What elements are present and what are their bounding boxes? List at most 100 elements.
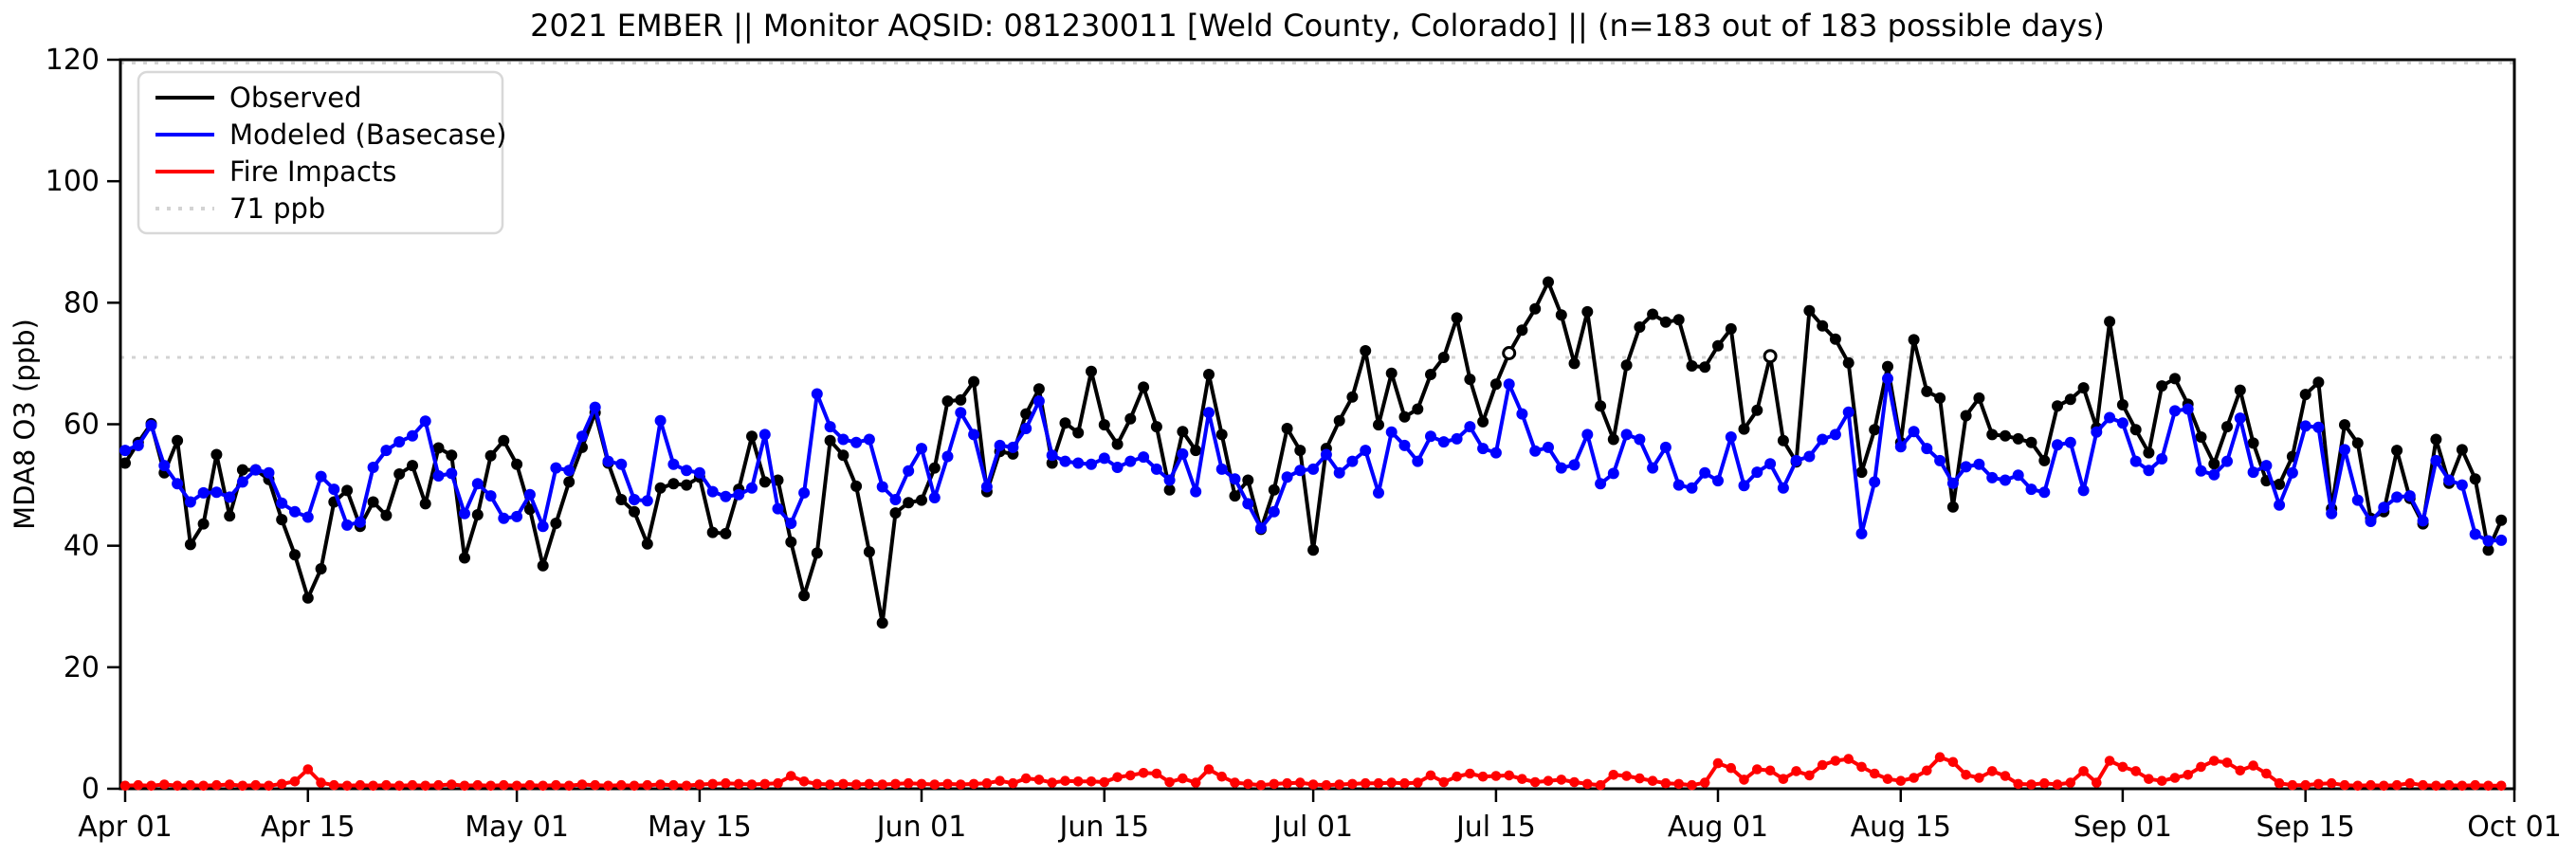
data-point	[184, 538, 196, 551]
data-point	[1739, 775, 1749, 785]
data-point	[603, 780, 613, 792]
data-point	[629, 505, 640, 518]
data-point	[2339, 444, 2350, 456]
data-point	[980, 481, 993, 493]
data-point	[302, 764, 314, 775]
data-point	[1659, 441, 1672, 453]
data-point	[1895, 775, 1907, 786]
data-point	[1855, 527, 1868, 539]
data-point	[355, 779, 366, 791]
data-point	[1307, 779, 1319, 790]
data-point	[341, 484, 354, 497]
data-point	[1464, 421, 1476, 433]
data-point	[1281, 423, 1293, 434]
data-point	[798, 486, 811, 499]
data-point	[1124, 455, 1137, 467]
data-point	[1790, 454, 1802, 466]
data-point	[1556, 775, 1567, 785]
data-point	[746, 430, 758, 443]
data-point	[1020, 423, 1032, 434]
data-point	[2326, 777, 2337, 789]
data-point	[1659, 316, 1672, 328]
data-point	[2287, 779, 2298, 791]
data-point	[550, 462, 562, 474]
data-point	[811, 547, 823, 559]
data-point	[1215, 428, 1228, 441]
data-point	[2391, 779, 2402, 791]
data-point	[563, 476, 575, 488]
data-point	[433, 779, 444, 791]
data-point	[667, 458, 680, 470]
data-point	[733, 778, 744, 790]
data-point	[380, 445, 393, 457]
data-point	[1908, 334, 1920, 346]
data-point	[2456, 444, 2468, 456]
data-point	[1203, 407, 1215, 419]
data-point	[838, 778, 849, 790]
data-point	[2286, 466, 2298, 479]
data-point	[1803, 304, 1816, 317]
data-point	[184, 496, 196, 508]
legend-label: Fire Impacts	[229, 155, 396, 188]
data-point	[1934, 752, 1946, 762]
data-point	[2431, 780, 2441, 792]
data-point	[1242, 498, 1254, 510]
data-point	[2092, 777, 2102, 788]
data-point	[2403, 490, 2416, 502]
data-point	[1163, 474, 1176, 486]
data-point	[1595, 779, 1606, 791]
data-point	[446, 467, 458, 480]
data-point	[119, 445, 131, 457]
data-point	[146, 780, 156, 792]
data-point	[889, 494, 902, 505]
data-point	[2182, 403, 2194, 415]
data-point	[2196, 761, 2206, 773]
data-point	[629, 780, 640, 792]
data-point	[825, 779, 835, 790]
data-point	[1177, 447, 1189, 460]
data-point	[2195, 465, 2207, 477]
data-point	[289, 505, 301, 518]
data-point	[447, 779, 457, 790]
data-point	[2013, 778, 2023, 790]
legend-label: Observed	[229, 82, 362, 114]
data-point	[354, 516, 366, 528]
data-point	[1894, 441, 1907, 453]
data-point	[1829, 428, 1841, 441]
data-point	[1230, 777, 1240, 788]
data-point	[863, 546, 875, 558]
data-point	[276, 778, 287, 790]
y-axis: 0 20 40 60 80 100 120	[46, 44, 120, 806]
data-point	[459, 507, 470, 520]
data-point	[2052, 400, 2063, 412]
data-point	[1229, 490, 1241, 502]
data-point	[1647, 308, 1659, 320]
data-point	[2366, 779, 2376, 791]
data-point	[1124, 412, 1137, 425]
data-point	[1502, 346, 1517, 360]
data-point	[524, 779, 536, 791]
data-point	[759, 778, 771, 790]
data-point	[1099, 776, 1110, 788]
data-point	[1804, 770, 1815, 781]
data-point	[1151, 768, 1162, 779]
data-point	[1490, 771, 1502, 781]
data-point	[798, 590, 811, 602]
data-point	[197, 518, 210, 530]
data-point	[1464, 374, 1476, 386]
data-point	[2443, 779, 2455, 791]
data-point	[916, 443, 927, 455]
data-point	[511, 458, 523, 470]
data-point	[1803, 450, 1816, 463]
data-point	[2143, 447, 2155, 459]
data-point	[563, 780, 575, 792]
data-point	[1386, 777, 1397, 788]
data-point	[1425, 430, 1436, 443]
data-point	[2052, 779, 2063, 790]
data-point	[2077, 484, 2090, 497]
data-point	[1294, 445, 1306, 457]
data-point	[812, 778, 823, 790]
data-point	[2404, 777, 2416, 789]
data-point	[289, 776, 301, 787]
